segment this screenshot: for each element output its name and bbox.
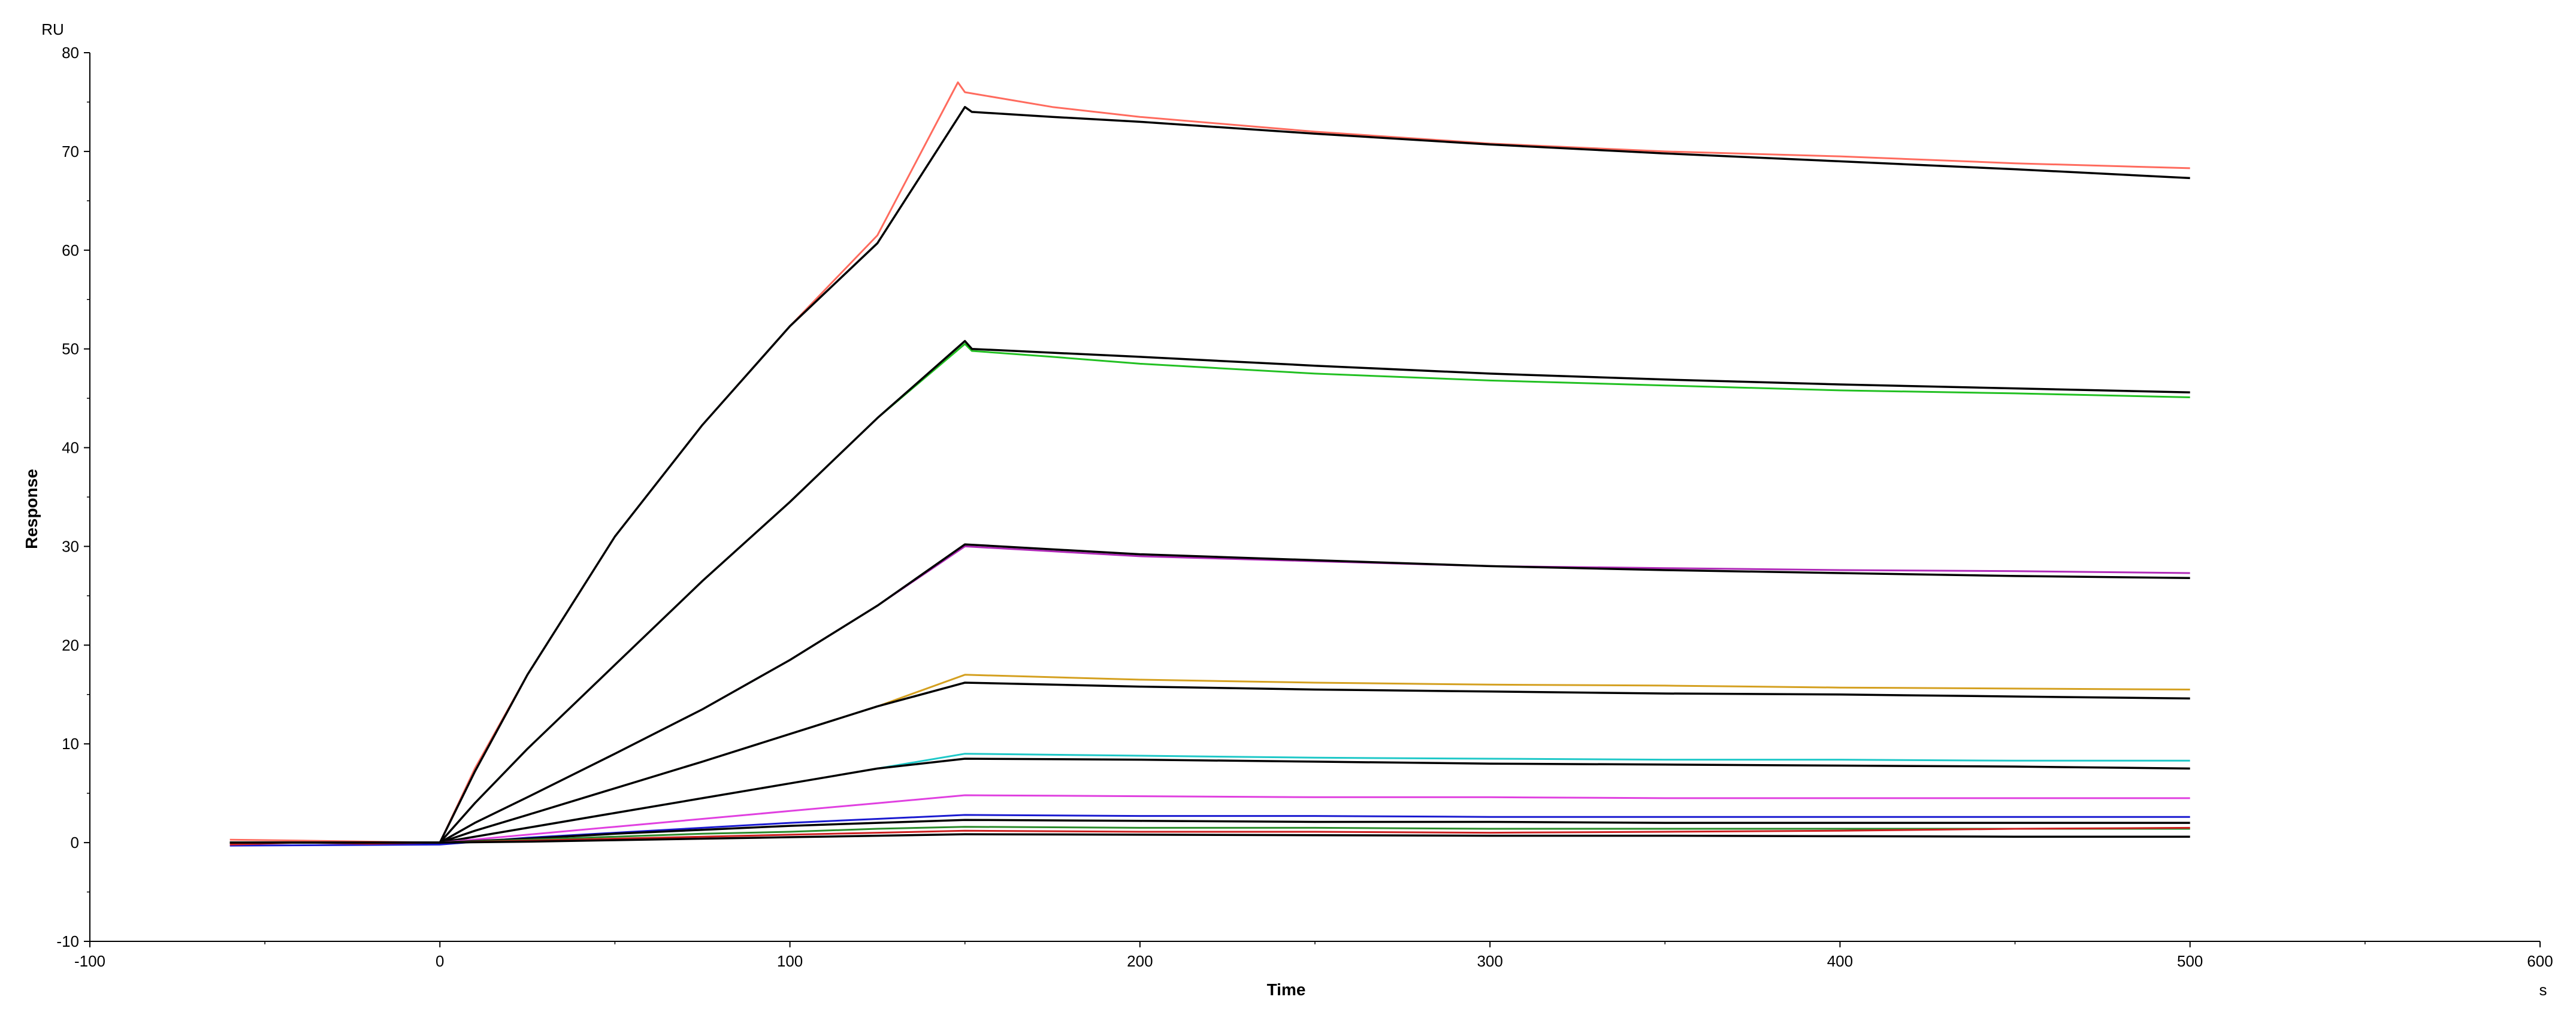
series-line-11 (229, 794, 2190, 844)
series-line-16 (229, 833, 2190, 844)
labels-layer: RU s Time Response (22, 20, 2547, 999)
series-line-13 (229, 819, 2190, 844)
y-tick-label: 80 (62, 44, 79, 62)
y-tick-label: 20 (62, 636, 79, 654)
x-tick-label: 500 (2177, 952, 2203, 970)
x-tick-label: 400 (1827, 952, 1853, 970)
x-unit-label: s (2539, 981, 2547, 999)
series-line-3 (229, 343, 2190, 844)
y-axis-title: Response (22, 469, 41, 549)
x-tick-label: 0 (436, 952, 444, 970)
series-line-1 (229, 81, 2190, 844)
series-line-6 (229, 543, 2190, 844)
y-tick-label: 50 (62, 340, 79, 358)
x-axis-title: Time (1267, 980, 1306, 999)
series-line-14 (229, 826, 2190, 844)
x-tick-label: 300 (1477, 952, 1502, 970)
series-line-10 (229, 758, 2190, 844)
y-tick-label: 30 (62, 537, 79, 555)
y-tick-label: 60 (62, 241, 79, 259)
y-tick-label: -10 (56, 932, 79, 950)
x-tick-label: -100 (74, 952, 105, 970)
x-tick-label: 100 (777, 952, 803, 970)
x-tick-label: 600 (2527, 952, 2553, 970)
series-layer (229, 81, 2190, 847)
series-line-4 (229, 340, 2190, 844)
y-tick-label: 40 (62, 439, 79, 457)
y-tick-label: 70 (62, 143, 79, 160)
y-unit-label: RU (41, 20, 64, 38)
y-tick-label: 10 (62, 735, 79, 753)
series-line-2 (229, 105, 2190, 844)
x-tick-label: 200 (1127, 952, 1153, 970)
series-line-8 (229, 681, 2190, 844)
y-tick-label: 0 (71, 834, 79, 852)
